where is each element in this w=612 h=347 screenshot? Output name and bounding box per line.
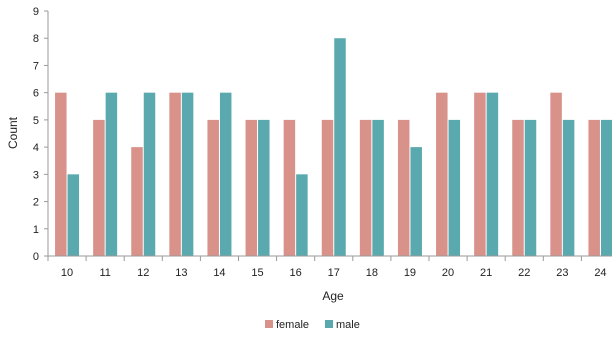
bar-male-13 [181, 92, 194, 257]
bar-female-18 [359, 119, 372, 256]
y-tick-label: 1 [33, 224, 39, 236]
y-tick-label: 5 [33, 115, 39, 127]
bar-male-21 [486, 92, 499, 257]
bar-male-16 [296, 174, 308, 256]
bar-female-21 [474, 92, 486, 257]
x-tick-label: 16 [290, 267, 302, 279]
bar-female-11 [93, 119, 105, 256]
bar-female-22 [512, 119, 524, 256]
bar-female-16 [283, 119, 296, 256]
bar-female-12 [131, 147, 143, 256]
bar-male-24 [600, 119, 612, 256]
y-tick-label: 4 [33, 142, 39, 154]
bar-female-23 [550, 92, 562, 257]
x-tick-label: 12 [137, 267, 149, 279]
y-axis-title: Count [6, 116, 20, 149]
bar-male-11 [105, 92, 118, 257]
bar-female-14 [207, 119, 219, 256]
bar-female-13 [169, 92, 181, 257]
bar-male-14 [219, 92, 232, 257]
bar-male-23 [562, 119, 575, 256]
x-tick-label: 23 [556, 267, 568, 279]
x-tick-label: 21 [480, 267, 492, 279]
x-tick-label: 14 [213, 267, 225, 279]
x-tick-label: 20 [442, 267, 454, 279]
x-tick-label: 18 [366, 267, 378, 279]
bar-male-15 [258, 119, 270, 256]
bar-male-17 [334, 38, 346, 256]
x-tick-label: 13 [175, 267, 187, 279]
legend-label-male: male [336, 319, 360, 331]
x-tick-label: 10 [61, 267, 73, 279]
bar-female-17 [321, 119, 334, 256]
y-tick-label: 6 [33, 88, 39, 100]
bar-female-15 [245, 119, 258, 256]
bar-female-10 [55, 92, 67, 257]
bar-male-12 [143, 92, 156, 257]
legend: female male [265, 319, 360, 331]
bar-female-20 [436, 92, 448, 257]
x-tick-label: 17 [328, 267, 340, 279]
bar-female-19 [397, 119, 410, 256]
bar-male-22 [524, 119, 537, 256]
legend-swatch-female [265, 320, 273, 328]
x-tick-label: 24 [594, 267, 606, 279]
bar-male-10 [67, 174, 80, 256]
y-tick-label: 0 [33, 251, 39, 263]
bar-female-24 [588, 119, 600, 256]
y-tick-label: 3 [33, 169, 39, 181]
bar-male-20 [448, 119, 461, 256]
y-tick-label: 9 [33, 6, 39, 18]
legend-label-female: female [276, 319, 309, 331]
bar-male-18 [372, 119, 384, 256]
y-tick-label: 7 [33, 60, 39, 72]
x-tick-label: 11 [99, 267, 110, 279]
x-tick-label: 15 [251, 267, 263, 279]
bar-male-19 [410, 147, 422, 256]
x-tick-label: 19 [404, 267, 416, 279]
x-tick-label: 22 [518, 267, 530, 279]
y-tick-label: 8 [33, 33, 39, 45]
x-axis-title: Age [322, 289, 344, 303]
bars-layer [55, 38, 612, 257]
y-tick-label: 2 [33, 197, 39, 209]
legend-swatch-male [325, 320, 333, 328]
